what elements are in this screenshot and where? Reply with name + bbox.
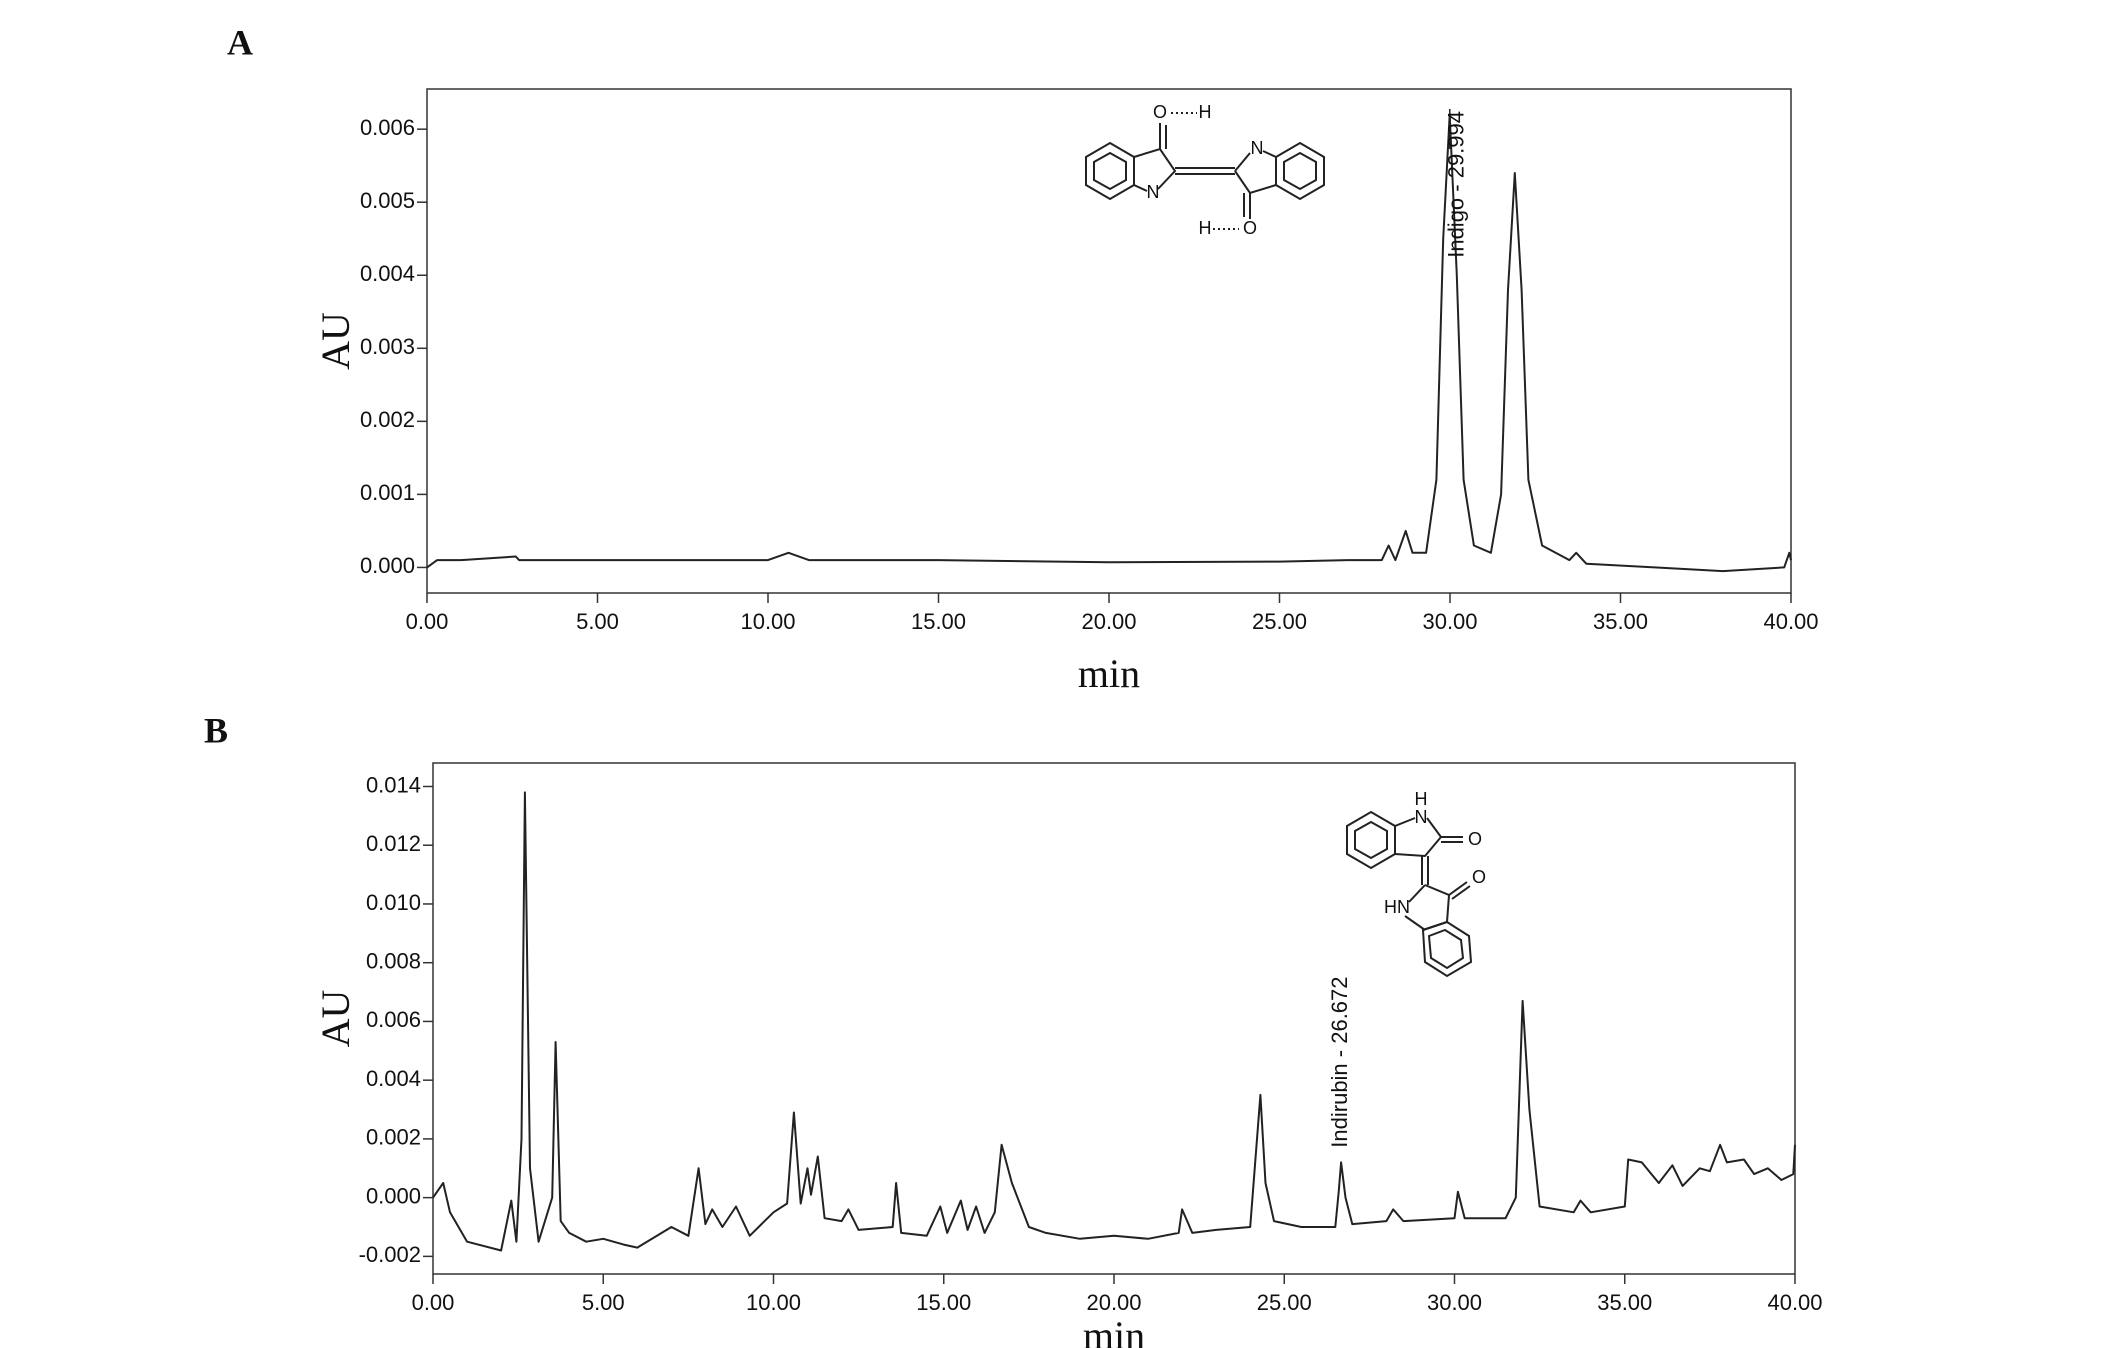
y-tick-label: 0.010 — [366, 890, 421, 915]
x-tick-label: 25.00 — [1252, 609, 1307, 634]
x-tick-label: 15.00 — [911, 609, 966, 634]
y-tick-label: 0.004 — [360, 261, 415, 286]
atom-label: N — [1415, 807, 1428, 827]
x-tick-label: 15.00 — [916, 1290, 971, 1315]
plot-frame — [432, 762, 1796, 1275]
x-tick-label: 20.00 — [1081, 609, 1136, 634]
chromatogram-line — [426, 113, 1792, 573]
atom-label: HN — [1384, 897, 1410, 917]
atom-label: O — [1472, 867, 1486, 887]
peak-annotation: Indigo - 29.994 — [1444, 111, 1469, 258]
y-tick-label: 0.006 — [366, 1007, 421, 1032]
y-tick-label: 0.000 — [366, 1183, 421, 1208]
atom-label: H — [1199, 102, 1212, 122]
x-tick-label: 0.00 — [406, 609, 449, 634]
atom-label: O — [1468, 829, 1482, 849]
panel-label: B — [204, 710, 228, 750]
y-tick-label: 0.003 — [360, 334, 415, 359]
panel-label: A — [227, 22, 253, 62]
y-tick-label: 0.004 — [366, 1066, 421, 1091]
x-tick-label: 40.00 — [1767, 1290, 1822, 1315]
y-tick-label: 0.005 — [360, 188, 415, 213]
atom-label: O — [1153, 102, 1167, 122]
x-tick-label: 40.00 — [1763, 609, 1818, 634]
x-tick-label: 5.00 — [576, 609, 619, 634]
y-tick-label: 0.012 — [366, 831, 421, 856]
x-tick-label: 10.00 — [740, 609, 795, 634]
atom-label: H — [1199, 218, 1212, 238]
y-tick-label: 0.000 — [360, 553, 415, 578]
x-tick-label: 10.00 — [746, 1290, 801, 1315]
y-tick-label: 0.008 — [366, 949, 421, 974]
x-tick-label: 5.00 — [582, 1290, 625, 1315]
y-tick-label: 0.002 — [366, 1125, 421, 1150]
y-tick-label: -0.002 — [359, 1242, 421, 1267]
x-tick-label: 30.00 — [1427, 1290, 1482, 1315]
x-tick-label: 20.00 — [1086, 1290, 1141, 1315]
y-tick-label: 0.002 — [360, 407, 415, 432]
x-axis-label: min — [1078, 651, 1140, 696]
y-tick-label: 0.001 — [360, 480, 415, 505]
y-axis-label: AU — [313, 312, 358, 370]
indirubin-structure: H N O O HN — [1346, 789, 1486, 978]
atom-label: O — [1243, 218, 1257, 238]
x-axis-label: min — [1083, 1313, 1145, 1348]
atom-label: H — [1415, 789, 1428, 809]
atom-label: N — [1251, 138, 1264, 158]
y-tick-label: 0.006 — [360, 115, 415, 140]
chromatogram-line — [432, 791, 1796, 1252]
x-tick-label: 35.00 — [1597, 1290, 1652, 1315]
peak-annotation: Indirubin - 26.672 — [1327, 976, 1352, 1147]
x-tick-label: 30.00 — [1422, 609, 1477, 634]
y-tick-label: 0.014 — [366, 772, 421, 797]
plot-frame — [426, 88, 1792, 594]
indigo-structure: O H N N H O — [1085, 102, 1325, 238]
x-tick-label: 25.00 — [1257, 1290, 1312, 1315]
x-tick-label: 0.00 — [412, 1290, 455, 1315]
y-axis-label: AU — [313, 990, 358, 1048]
x-tick-label: 35.00 — [1593, 609, 1648, 634]
atom-label: N — [1147, 182, 1160, 202]
